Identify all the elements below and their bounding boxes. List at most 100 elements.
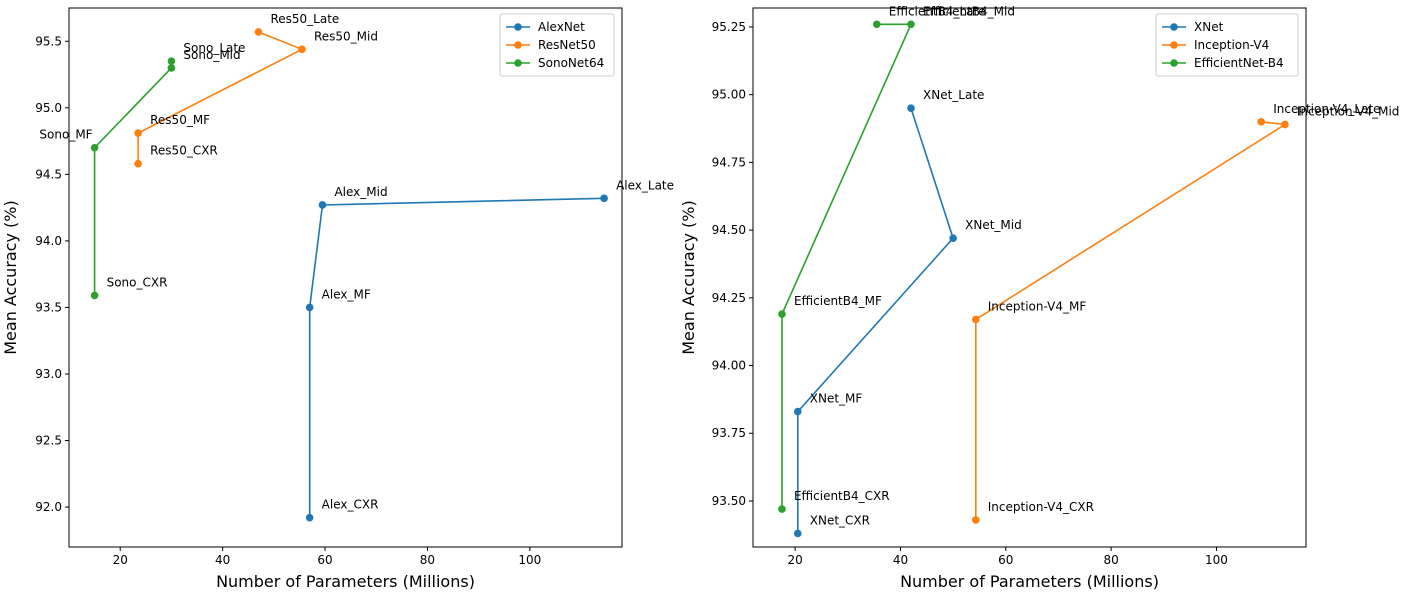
data-point xyxy=(318,201,327,209)
legend-box xyxy=(1155,13,1299,77)
legend-entry-label: ResNet50 xyxy=(538,38,596,52)
y-tick-label: 92.5 xyxy=(35,434,62,448)
data-point xyxy=(1257,117,1266,126)
series-line-XNet xyxy=(796,107,955,534)
data-point xyxy=(778,310,786,318)
data-point xyxy=(907,104,915,113)
x-axis-label: Number of Parameters (Millions) xyxy=(216,572,475,591)
data-label: XNet_Mid xyxy=(965,218,1022,232)
data-label: Res50_Late xyxy=(270,12,339,26)
y-tick-label: 94.5 xyxy=(35,167,62,181)
data-label: Alex_Mid xyxy=(334,185,387,199)
data-label: Res50_MF xyxy=(150,113,210,127)
y-tick-label: 95.00 xyxy=(712,88,746,102)
left-chart-panel: 20 40 60 80 100 92.0 92.5 93.0 93.5 94.0 94.5 95.0 9… xyxy=(1,7,674,591)
legend-entry-label: Inception-V4 xyxy=(1194,38,1269,52)
x-tick-label: 60 xyxy=(317,553,332,567)
series-line-SonoNet64 xyxy=(93,61,173,296)
data-label: Alex_MF xyxy=(322,287,371,301)
y-tick-label: 95.25 xyxy=(712,20,746,34)
right-chart-panel: 20 40 60 80 100 93.50 93.75 94.00 94.25 94.50 94.7… xyxy=(679,4,1399,591)
data-label: Sono_Late xyxy=(183,41,245,55)
y-tick-label: 94.0 xyxy=(35,234,62,248)
data-label: XNet_CXR xyxy=(810,513,870,527)
data-label: Res50_CXR xyxy=(150,144,218,158)
series-line-Inception-V4 xyxy=(974,121,1288,520)
legend-swatch-marker xyxy=(514,59,522,67)
y-tick-label: 95.0 xyxy=(35,101,62,115)
x-tick-label: 40 xyxy=(893,553,908,567)
data-point xyxy=(872,20,881,29)
data-point xyxy=(600,194,608,203)
data-label: XNet_MF xyxy=(810,392,863,406)
y-tick-label: 93.75 xyxy=(712,426,746,440)
y-tick-label: 94.75 xyxy=(712,155,746,169)
y-tick-label: 94.50 xyxy=(712,223,746,237)
legend-swatch-marker xyxy=(1170,23,1178,31)
data-point xyxy=(778,505,786,513)
y-tick-label: 93.50 xyxy=(712,494,746,508)
x-tick-label: 100 xyxy=(1205,553,1228,567)
data-label: Sono_Mid xyxy=(183,48,240,62)
data-point xyxy=(949,234,957,243)
y-tick-label: 95.5 xyxy=(35,34,62,48)
data-label: Inception-V4_Late xyxy=(1273,102,1380,116)
x-tick-label: 80 xyxy=(420,553,435,567)
y-tick-label: 94.25 xyxy=(712,291,746,305)
legend-entry-label: AlexNet xyxy=(538,20,585,34)
data-point xyxy=(971,516,980,524)
data-point xyxy=(167,57,176,66)
data-point xyxy=(167,64,176,72)
legend-swatch-marker xyxy=(1170,59,1178,67)
x-tick-label: 100 xyxy=(518,553,541,567)
data-point xyxy=(134,159,142,168)
data-label: EfficientB4_MF xyxy=(794,294,882,308)
data-label: Alex_CXR xyxy=(322,498,379,512)
legend-swatch-marker xyxy=(514,23,522,31)
data-label: Inception-V4_CXR xyxy=(988,500,1094,514)
series-line-ResNet50 xyxy=(137,31,304,164)
data-point xyxy=(907,20,915,29)
data-point xyxy=(793,407,802,416)
data-point xyxy=(1281,120,1289,129)
legend-entry-label: SonoNet64 xyxy=(538,56,604,70)
y-tick-label: 94.00 xyxy=(712,359,746,373)
data-label: Inception-V4_MF xyxy=(988,299,1087,313)
data-point xyxy=(971,315,980,324)
data-label: Sono_MF xyxy=(39,128,92,142)
data-point xyxy=(298,45,306,54)
data-label: Sono_CXR xyxy=(107,275,168,289)
legend-entry-label: XNet xyxy=(1194,20,1224,34)
x-tick-label: 20 xyxy=(787,553,802,567)
x-tick-label: 20 xyxy=(113,553,128,567)
x-tick-label: 60 xyxy=(998,553,1013,567)
data-label: Alex_Late xyxy=(616,178,674,192)
data-label: EfficientB4_CXR xyxy=(794,489,890,503)
y-tick-label: 92.0 xyxy=(35,500,62,514)
x-axis-label: Number of Parameters (Millions) xyxy=(900,572,1159,591)
data-label: Res50_Mid xyxy=(314,29,378,43)
data-point xyxy=(90,291,99,300)
data-point xyxy=(305,303,314,312)
series-line-AlexNet xyxy=(308,197,605,518)
data-label: EfficientB4_Mid xyxy=(923,4,1015,18)
data-label: Inception-V4_Mid xyxy=(1297,104,1400,118)
plot-frame xyxy=(68,7,623,548)
plot-frame xyxy=(752,7,1307,548)
data-point xyxy=(90,143,99,152)
legend-entry-label: EfficientNet-B4 xyxy=(1194,56,1284,70)
y-axis-label: Mean Accuracy (%) xyxy=(679,200,698,355)
data-point xyxy=(134,129,142,137)
data-label: XNet_Late xyxy=(923,88,984,102)
y-axis-label: Mean Accuracy (%) xyxy=(1,200,20,355)
y-tick-label: 93.0 xyxy=(35,367,62,381)
legend-swatch-marker xyxy=(1170,41,1178,49)
x-tick-label: 40 xyxy=(215,553,230,567)
legend-box xyxy=(499,13,615,77)
data-point xyxy=(254,28,263,36)
legend-swatch-marker xyxy=(514,41,522,49)
data-label: EfficientB4_Late xyxy=(889,4,986,18)
x-tick-label: 80 xyxy=(1103,553,1118,567)
series-line-EfficientNet-B4 xyxy=(781,23,913,510)
